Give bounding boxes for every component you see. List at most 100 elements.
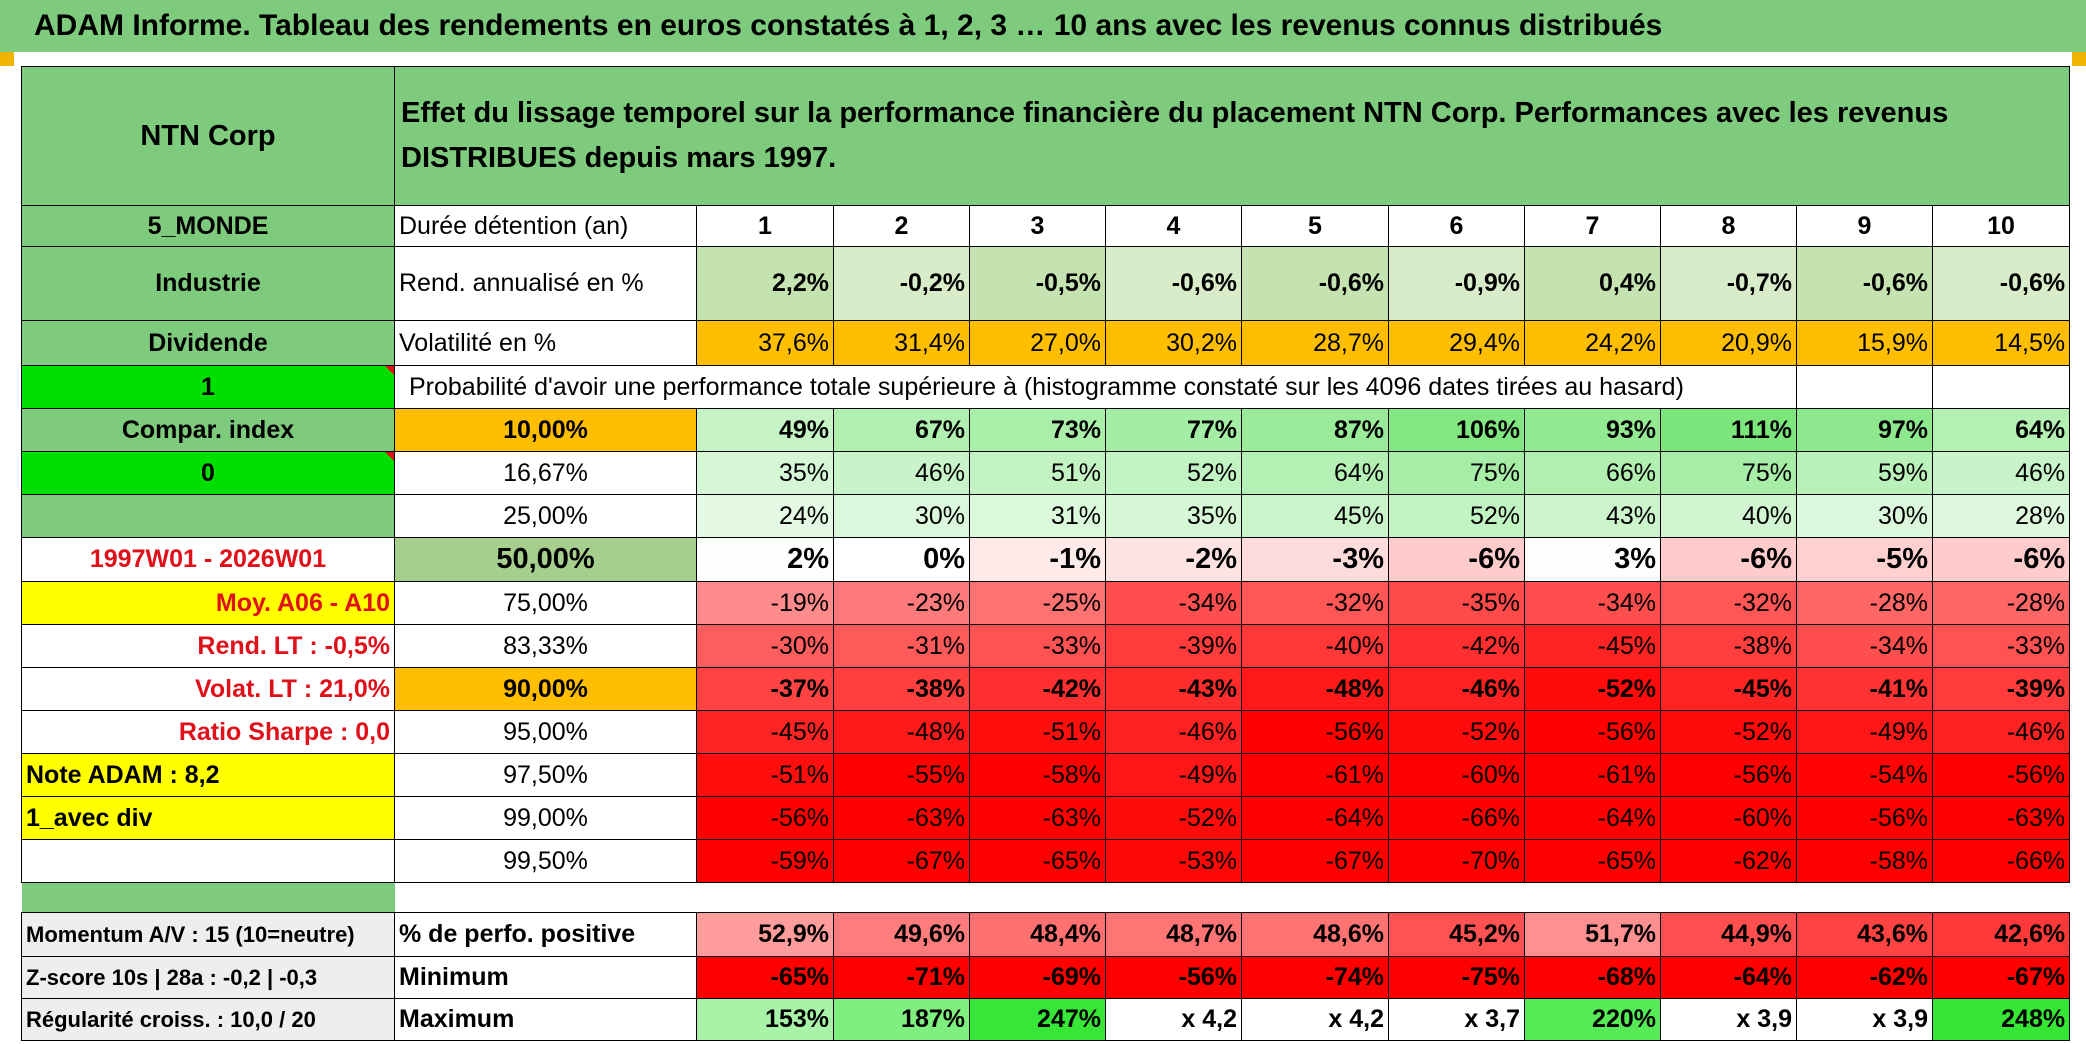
percentile-cell: -60% (1660, 796, 1797, 840)
percentile-cell: 3% (1524, 537, 1661, 582)
percentile-cell: -63% (1931, 796, 2071, 840)
pos-cell: 44,9% (1660, 912, 1797, 957)
rend-lt-label: Rend. LT : -0,5% (21, 624, 395, 668)
returns-table: NTN Corp Effet du lissage temporel sur l… (21, 66, 2071, 1041)
percentile-cell: -33% (1931, 624, 2071, 668)
percentile-cell: 46% (1931, 451, 2071, 495)
percentile-cell: -6% (1660, 537, 1797, 582)
percentile-cell: -60% (1388, 753, 1525, 797)
percentile-cell: -66% (1931, 839, 2071, 883)
rend-cell: -0,6% (1931, 246, 2071, 321)
spacer-green (21, 882, 395, 913)
company-name: NTN Corp (21, 66, 395, 206)
compar-value: 0 (21, 451, 395, 495)
percentile-cell: -66% (1388, 796, 1525, 840)
max-cell: x 4,2 (1105, 998, 1242, 1041)
rend-cell: -0,5% (969, 246, 1106, 321)
percentile-cell: 24% (696, 494, 834, 538)
max-cell: x 3,9 (1796, 998, 1933, 1041)
vol-cell: 20,9% (1660, 320, 1797, 366)
min-cell: -69% (969, 956, 1106, 999)
percentile-cell: -43% (1105, 667, 1242, 711)
percentile-cell: -32% (1241, 581, 1389, 625)
percentile-cell: -52% (1388, 710, 1525, 754)
rend-label: Rend. annualisé en % (394, 246, 697, 321)
percentile-cell: -48% (1241, 667, 1389, 711)
percentile-cell: 75% (1660, 451, 1797, 495)
pos-cell: 52,9% (696, 912, 834, 957)
percentile-cell: -56% (1241, 710, 1389, 754)
percentile-cell: -1% (969, 537, 1106, 582)
volat-lt-label: Volat. LT : 21,0% (21, 667, 395, 711)
percentile-cell: 46% (833, 451, 970, 495)
blank-cell (21, 494, 395, 538)
pos-cell: 45,2% (1388, 912, 1525, 957)
percentile-cell: -70% (1388, 839, 1525, 883)
percentile-cell: -31% (833, 624, 970, 668)
percentile-cell: 59% (1796, 451, 1933, 495)
year-header-5: 5 (1241, 205, 1389, 247)
percentile-cell: -35% (1388, 581, 1525, 625)
max-cell: 248% (1931, 998, 2071, 1041)
percentile-label: 95,00% (394, 710, 697, 754)
percentile-cell: -32% (1660, 581, 1797, 625)
corner-marker (2072, 52, 2086, 66)
min-cell: -64% (1660, 956, 1797, 999)
avec-div-label: 1_avec div (21, 796, 395, 840)
percentile-cell: 106% (1388, 408, 1525, 452)
vol-cell: 37,6% (696, 320, 834, 366)
year-header-10: 10 (1931, 205, 2071, 247)
min-label: Minimum (394, 956, 697, 999)
percentile-cell: -30% (696, 624, 834, 668)
percentile-label: 97,50% (394, 753, 697, 797)
percentile-cell: 75% (1388, 451, 1525, 495)
year-header-8: 8 (1660, 205, 1797, 247)
percentile-cell: 45% (1241, 494, 1389, 538)
max-cell: 153% (696, 998, 834, 1041)
vol-cell: 27,0% (969, 320, 1106, 366)
percentile-cell: -45% (1660, 667, 1797, 711)
percentile-cell: 49% (696, 408, 834, 452)
percentile-cell: 97% (1796, 408, 1933, 452)
dividend-value: 1 (21, 365, 395, 409)
pos-cell: 48,6% (1241, 912, 1389, 957)
percentile-cell: -63% (833, 796, 970, 840)
max-cell: 220% (1524, 998, 1661, 1041)
min-cell: -67% (1931, 956, 2071, 999)
percentile-cell: -67% (833, 839, 970, 883)
percentile-cell: -23% (833, 581, 970, 625)
pos-cell: 49,6% (833, 912, 970, 957)
region-label: 5_MONDE (21, 205, 395, 247)
pos-cell: 48,7% (1105, 912, 1242, 957)
percentile-label: 90,00% (394, 667, 697, 711)
min-cell: -75% (1388, 956, 1525, 999)
percentile-cell: -64% (1241, 796, 1389, 840)
percentile-cell: -38% (833, 667, 970, 711)
regularite-label: Régularité croiss. : 10,0 / 20 (21, 998, 395, 1041)
pos-cell: 43,6% (1796, 912, 1933, 957)
percentile-cell: -41% (1796, 667, 1933, 711)
rend-cell: -0,2% (833, 246, 970, 321)
percentile-cell: -52% (1524, 667, 1661, 711)
percentile-cell: -39% (1931, 667, 2071, 711)
percentile-cell: 64% (1931, 408, 2071, 452)
pos-cell: 42,6% (1931, 912, 2071, 957)
percentile-cell: -28% (1796, 581, 1933, 625)
percentile-cell: 30% (1796, 494, 1933, 538)
pos-cell: 51,7% (1524, 912, 1661, 957)
min-cell: -71% (833, 956, 970, 999)
percentile-cell: -64% (1524, 796, 1661, 840)
percentile-cell: -56% (696, 796, 834, 840)
percentile-cell: -40% (1241, 624, 1389, 668)
dividend-label: Dividende (21, 320, 395, 366)
year-header-9: 9 (1796, 205, 1933, 247)
note-adam: Note ADAM : 8,2 (21, 753, 395, 797)
percentile-cell: -42% (969, 667, 1106, 711)
percentile-cell: -54% (1796, 753, 1933, 797)
percentile-cell: 35% (696, 451, 834, 495)
percentile-cell: -62% (1660, 839, 1797, 883)
percentile-cell: 40% (1660, 494, 1797, 538)
rend-cell: -0,6% (1105, 246, 1242, 321)
percentile-cell: -52% (1105, 796, 1242, 840)
percentile-cell: -6% (1931, 537, 2071, 582)
